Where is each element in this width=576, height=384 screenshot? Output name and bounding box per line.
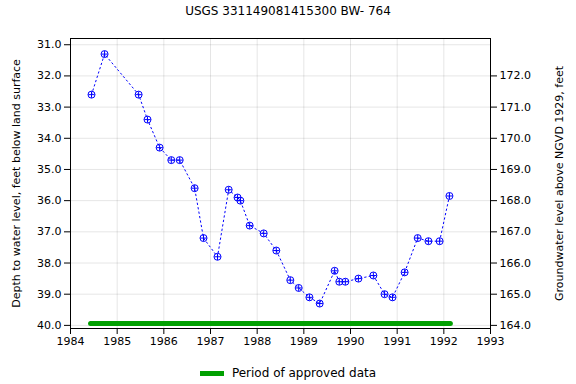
- svg-text:168.0: 168.0: [500, 194, 532, 207]
- html-text:Period of approved data: Period of approved data: [231, 366, 377, 380]
- svg-text:39.0: 39.0: [37, 288, 62, 301]
- svg-text:1985: 1985: [103, 335, 131, 348]
- svg-text:167.0: 167.0: [500, 225, 532, 238]
- svg-text:1992: 1992: [430, 335, 458, 348]
- svg-text:1991: 1991: [383, 335, 411, 348]
- svg-text:171.0: 171.0: [500, 101, 532, 114]
- svg-text:172.0: 172.0: [500, 69, 532, 82]
- svg-text:38.0: 38.0: [37, 257, 62, 270]
- svg-text:1987: 1987: [197, 335, 225, 348]
- svg-text:34.0: 34.0: [37, 132, 62, 145]
- svg-text:169.0: 169.0: [500, 163, 532, 176]
- svg-text:35.0: 35.0: [37, 163, 62, 176]
- svg-text:166.0: 166.0: [500, 257, 532, 270]
- svg-text:32.0: 32.0: [37, 69, 62, 82]
- svg-text:37.0: 37.0: [37, 225, 62, 238]
- svg-text:1993: 1993: [477, 335, 505, 348]
- html-text:USGS 331149081415300 BW- 764: USGS 331149081415300 BW- 764: [185, 4, 391, 18]
- svg-text:164.0: 164.0: [500, 319, 532, 332]
- svg-text:40.0: 40.0: [37, 319, 62, 332]
- svg-text:1984: 1984: [57, 335, 85, 348]
- svg-text:1986: 1986: [150, 335, 178, 348]
- svg-text:165.0: 165.0: [500, 288, 532, 301]
- svg-text:Depth to water level, feet bel: Depth to water level, feet below land su…: [10, 59, 23, 308]
- svg-text:1989: 1989: [290, 335, 318, 348]
- svg-text:170.0: 170.0: [500, 132, 532, 145]
- svg-text:1988: 1988: [243, 335, 271, 348]
- svg-text:31.0: 31.0: [37, 38, 62, 51]
- svg-text:Groundwater level above NGVD 1: Groundwater level above NGVD 1929, feet: [553, 65, 566, 301]
- svg-text:33.0: 33.0: [37, 101, 62, 114]
- svg-text:36.0: 36.0: [37, 194, 62, 207]
- svg-text:1990: 1990: [337, 335, 365, 348]
